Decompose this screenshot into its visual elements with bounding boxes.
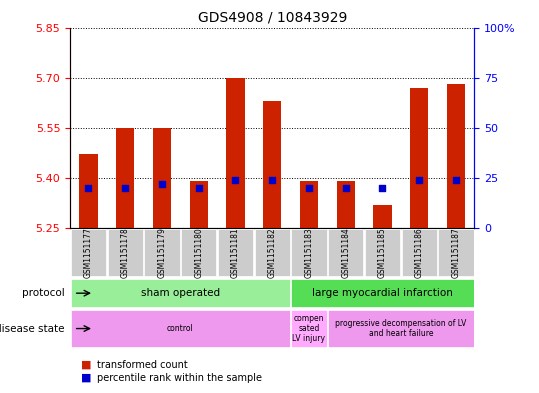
Point [84,185,93,191]
Point [121,185,129,191]
Bar [328,229,363,276]
Text: protocol: protocol [22,288,65,298]
Bar [218,229,253,276]
Bar [328,310,474,347]
Text: control: control [167,324,194,333]
Text: GSM1151184: GSM1151184 [341,227,350,278]
Bar [71,310,290,347]
Bar [291,279,474,307]
Text: disease state: disease state [0,323,65,334]
Text: ■: ■ [81,360,91,370]
Bar [336,181,355,228]
Text: sham operated: sham operated [141,288,220,298]
Point [305,185,313,191]
Text: GSM1151182: GSM1151182 [268,227,277,278]
Bar [226,77,245,228]
Bar [190,181,208,228]
Point [231,177,240,183]
Title: GDS4908 / 10843929: GDS4908 / 10843929 [197,11,347,25]
Bar [402,229,437,276]
Text: GSM1151181: GSM1151181 [231,227,240,278]
Text: GSM1151177: GSM1151177 [84,227,93,278]
Bar [71,229,106,276]
Bar [263,101,281,228]
Bar [365,229,400,276]
Text: GSM1151178: GSM1151178 [121,227,130,278]
Bar [410,88,429,228]
Text: large myocardial infarction: large myocardial infarction [312,288,453,298]
Point [415,177,424,183]
Point [268,177,277,183]
Bar [300,181,318,228]
Bar [153,128,171,228]
Text: GSM1151183: GSM1151183 [305,227,314,278]
Point [452,177,460,183]
Text: GSM1151180: GSM1151180 [194,227,203,278]
Bar [108,229,143,276]
Bar [291,310,327,347]
Text: percentile rank within the sample: percentile rank within the sample [97,373,262,383]
Point [378,185,387,191]
Text: compen
sated
LV injury: compen sated LV injury [293,314,326,343]
Bar [373,204,392,228]
Bar [71,279,290,307]
Point [195,185,203,191]
Bar [438,229,474,276]
Bar [144,229,179,276]
Bar [79,154,98,228]
Text: transformed count: transformed count [97,360,188,370]
Bar [291,229,327,276]
Text: GSM1151186: GSM1151186 [414,227,424,278]
Text: GSM1151187: GSM1151187 [452,227,460,278]
Bar [181,229,216,276]
Text: ■: ■ [81,373,91,383]
Bar [447,84,465,228]
Bar [116,128,134,228]
Bar [254,229,290,276]
Text: GSM1151179: GSM1151179 [157,227,167,278]
Point [341,185,350,191]
Point [157,181,166,187]
Text: progressive decompensation of LV
and heart failure: progressive decompensation of LV and hea… [335,319,467,338]
Text: GSM1151185: GSM1151185 [378,227,387,278]
